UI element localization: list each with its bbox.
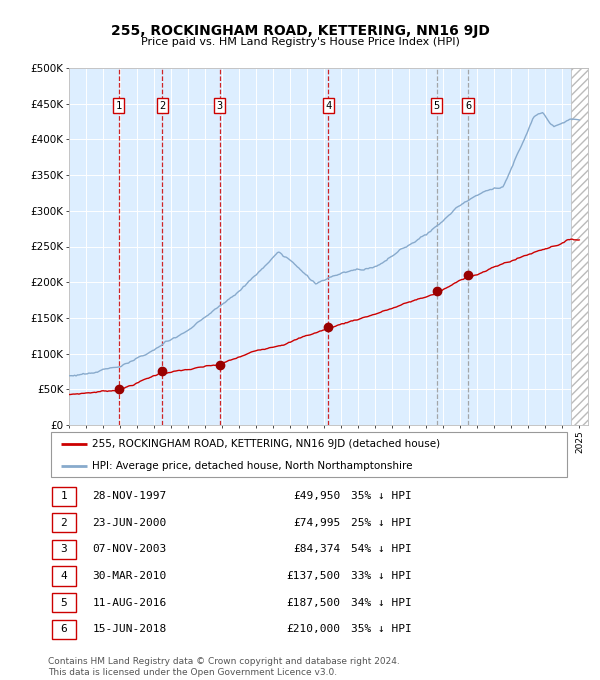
Text: 255, ROCKINGHAM ROAD, KETTERING, NN16 9JD: 255, ROCKINGHAM ROAD, KETTERING, NN16 9J… [110,24,490,38]
Text: 07-NOV-2003: 07-NOV-2003 [92,545,167,554]
Text: 28-NOV-1997: 28-NOV-1997 [92,491,167,501]
Text: 2: 2 [159,101,166,111]
Text: 35% ↓ HPI: 35% ↓ HPI [351,491,412,501]
Text: 5: 5 [434,101,440,111]
Text: £49,950: £49,950 [293,491,340,501]
Text: £210,000: £210,000 [286,624,340,634]
Text: 6: 6 [465,101,472,111]
FancyBboxPatch shape [52,540,76,559]
Text: 15-JUN-2018: 15-JUN-2018 [92,624,167,634]
Text: £137,500: £137,500 [286,571,340,581]
FancyBboxPatch shape [52,566,76,585]
FancyBboxPatch shape [52,513,76,532]
Text: Price paid vs. HM Land Registry's House Price Index (HPI): Price paid vs. HM Land Registry's House … [140,37,460,48]
Text: 2: 2 [61,517,67,528]
Text: Contains HM Land Registry data © Crown copyright and database right 2024.
This d: Contains HM Land Registry data © Crown c… [48,657,400,677]
Text: 4: 4 [325,101,331,111]
Bar [571,68,590,425]
Text: 1: 1 [115,101,122,111]
Text: 5: 5 [61,598,67,608]
Text: £187,500: £187,500 [286,598,340,608]
Text: £74,995: £74,995 [293,517,340,528]
Text: 3: 3 [217,101,223,111]
Text: HPI: Average price, detached house, North Northamptonshire: HPI: Average price, detached house, Nort… [92,461,413,471]
Text: 35% ↓ HPI: 35% ↓ HPI [351,624,412,634]
FancyBboxPatch shape [52,486,76,506]
Text: 34% ↓ HPI: 34% ↓ HPI [351,598,412,608]
Text: 1: 1 [61,491,67,501]
Text: 3: 3 [61,545,67,554]
FancyBboxPatch shape [52,593,76,612]
FancyBboxPatch shape [50,432,568,477]
Text: £84,374: £84,374 [293,545,340,554]
Text: 11-AUG-2016: 11-AUG-2016 [92,598,167,608]
Text: 4: 4 [61,571,67,581]
Text: 23-JUN-2000: 23-JUN-2000 [92,517,167,528]
FancyBboxPatch shape [52,619,76,639]
Text: 30-MAR-2010: 30-MAR-2010 [92,571,167,581]
Text: 54% ↓ HPI: 54% ↓ HPI [351,545,412,554]
Text: 25% ↓ HPI: 25% ↓ HPI [351,517,412,528]
Text: 255, ROCKINGHAM ROAD, KETTERING, NN16 9JD (detached house): 255, ROCKINGHAM ROAD, KETTERING, NN16 9J… [92,439,440,449]
Text: 33% ↓ HPI: 33% ↓ HPI [351,571,412,581]
Text: 6: 6 [61,624,67,634]
